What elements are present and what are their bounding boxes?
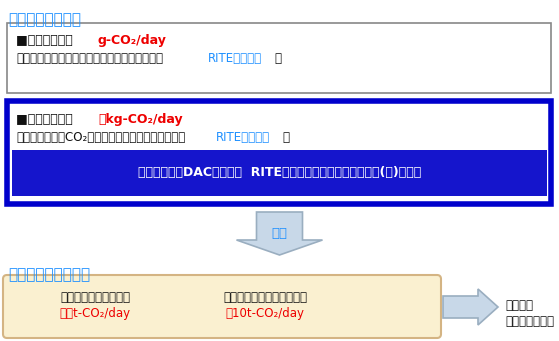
FancyBboxPatch shape bbox=[12, 150, 547, 196]
Polygon shape bbox=[443, 289, 498, 325]
Text: ■ラボ試験装置: ■ラボ試験装置 bbox=[16, 34, 80, 47]
Text: 数kg-CO₂/day: 数kg-CO₂/day bbox=[98, 113, 183, 126]
Text: ・アミン液、ハニカム担体などの材料探索　（: ・アミン液、ハニカム担体などの材料探索 （ bbox=[16, 52, 163, 65]
Text: 装置・システム設計: 装置・システム設計 bbox=[8, 267, 90, 282]
Text: 材料の評価・開発: 材料の評価・開発 bbox=[8, 12, 81, 27]
FancyBboxPatch shape bbox=[7, 23, 551, 93]
Text: RITEにて評価: RITEにて評価 bbox=[216, 131, 270, 144]
Text: ～10t-CO₂/day: ～10t-CO₂/day bbox=[225, 307, 305, 320]
Text: 今回開発したDAC試験装置  RITE・三菱重工エンジニアリング(株)が連携: 今回開発したDAC試験装置 RITE・三菱重工エンジニアリング(株)が連携 bbox=[138, 166, 421, 179]
FancyBboxPatch shape bbox=[7, 101, 551, 204]
Text: ・実機サイズのCO₂固体吸収材ハニカムの評価　（: ・実機サイズのCO₂固体吸収材ハニカムの評価 （ bbox=[16, 131, 185, 144]
Text: 社会実装を加速: 社会実装を加速 bbox=[505, 315, 554, 328]
Text: 反映: 反映 bbox=[272, 227, 287, 240]
Text: RITEにて評価: RITEにて評価 bbox=[208, 52, 262, 65]
FancyBboxPatch shape bbox=[3, 275, 441, 338]
Text: ベンチスケール試験機: ベンチスケール試験機 bbox=[60, 291, 130, 304]
Text: ■小型試験装置: ■小型試験装置 bbox=[16, 113, 80, 126]
Text: 研究開発: 研究開発 bbox=[505, 299, 533, 312]
Polygon shape bbox=[236, 212, 323, 255]
Text: ～数t-CO₂/day: ～数t-CO₂/day bbox=[59, 307, 131, 320]
Text: ）: ） bbox=[274, 52, 281, 65]
Text: g-CO₂/day: g-CO₂/day bbox=[98, 34, 167, 47]
Text: パイロットスケール試験機: パイロットスケール試験機 bbox=[223, 291, 307, 304]
Text: ）: ） bbox=[282, 131, 289, 144]
